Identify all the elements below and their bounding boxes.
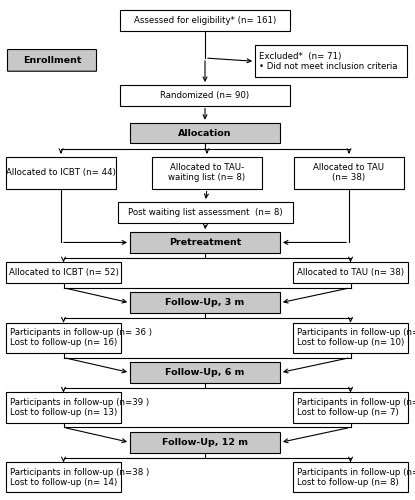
FancyBboxPatch shape [130,292,280,313]
Text: Allocated to ICBT (n= 44): Allocated to ICBT (n= 44) [6,168,116,177]
Text: Follow-Up, 6 m: Follow-Up, 6 m [165,368,245,377]
FancyBboxPatch shape [130,362,280,383]
Text: Randomized (n= 90): Randomized (n= 90) [161,91,249,100]
FancyBboxPatch shape [130,232,280,253]
Text: Participants in follow-up (n= 36 )
Lost to follow-up (n= 16): Participants in follow-up (n= 36 ) Lost … [10,328,152,347]
FancyBboxPatch shape [293,262,408,283]
Text: Allocated to ICBT (n= 52): Allocated to ICBT (n= 52) [9,268,118,277]
FancyBboxPatch shape [293,322,408,353]
Text: Follow-Up, 3 m: Follow-Up, 3 m [165,298,244,308]
FancyBboxPatch shape [7,50,97,71]
FancyBboxPatch shape [152,156,262,188]
FancyBboxPatch shape [130,432,280,453]
Text: Pretreatment: Pretreatment [169,238,241,247]
FancyBboxPatch shape [293,462,408,492]
FancyBboxPatch shape [6,262,121,283]
Text: Participants in follow-up (n= 28 )
Lost to follow-up (n= 10): Participants in follow-up (n= 28 ) Lost … [297,328,415,347]
Text: Allocation: Allocation [178,128,232,138]
Text: Allocated to TAU (n= 38): Allocated to TAU (n= 38) [297,268,404,277]
Text: Participants in follow-up (n=39 )
Lost to follow-up (n= 13): Participants in follow-up (n=39 ) Lost t… [10,398,149,417]
FancyBboxPatch shape [118,202,293,222]
FancyBboxPatch shape [6,156,116,188]
Text: Participants in follow-up (n=31 )
Lost to follow-up (n= 7): Participants in follow-up (n=31 ) Lost t… [297,398,415,417]
FancyBboxPatch shape [6,392,121,422]
FancyBboxPatch shape [293,392,408,422]
FancyBboxPatch shape [120,10,290,31]
FancyBboxPatch shape [294,156,404,188]
Text: Participants in follow-up (n=38 )
Lost to follow-up (n= 14): Participants in follow-up (n=38 ) Lost t… [10,468,149,487]
FancyBboxPatch shape [130,122,280,144]
FancyBboxPatch shape [255,46,407,78]
Text: Assessed for eligibility* (n= 161): Assessed for eligibility* (n= 161) [134,16,276,26]
Text: Follow-Up, 12 m: Follow-Up, 12 m [162,438,248,447]
Text: Participants in follow-up (n=30 )
Lost to follow-up (n= 8): Participants in follow-up (n=30 ) Lost t… [297,468,415,487]
Text: Excluded*  (n= 71)
• Did not meet inclusion criteria: Excluded* (n= 71) • Did not meet inclusi… [259,52,398,71]
Text: Allocated to TAU
(n= 38): Allocated to TAU (n= 38) [313,163,385,182]
FancyBboxPatch shape [6,462,121,492]
Text: Enrollment: Enrollment [23,56,81,65]
FancyBboxPatch shape [6,322,121,353]
FancyBboxPatch shape [120,85,290,105]
Text: Allocated to TAU-
waiting list (n= 8): Allocated to TAU- waiting list (n= 8) [168,163,246,182]
Text: Post waiting list assessment  (n= 8): Post waiting list assessment (n= 8) [128,208,283,217]
